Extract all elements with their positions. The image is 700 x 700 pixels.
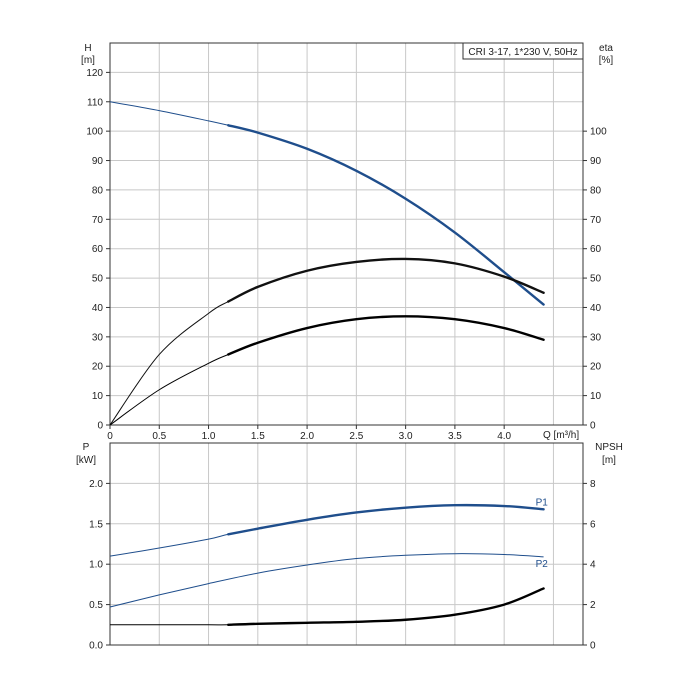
head-right-tick-label: 40 [590, 303, 602, 314]
power-left-tick-label: 0.0 [89, 641, 103, 652]
head-left-tick-label: 0 [97, 421, 103, 432]
head-right-tick-label: 10 [590, 391, 602, 402]
npsh-axis-unit: [m] [602, 455, 616, 466]
head-left-tick-label: 70 [92, 215, 104, 226]
head-series-2-curve [109, 315, 544, 426]
flow-tick-label: 0 [107, 431, 113, 442]
flow-tick-label: 2.5 [349, 431, 363, 442]
power-right-tick-label: 4 [590, 560, 596, 571]
eta-axis-unit: [%] [599, 55, 614, 66]
power-right-tick-label: 6 [590, 519, 596, 530]
power-series: P1 P2 [109, 497, 549, 626]
power-left-tick-label: 2.0 [89, 479, 103, 490]
head-left-tick-label: 80 [92, 185, 104, 196]
head-left-tick-label: 20 [92, 362, 104, 373]
power-series-0-curve [109, 504, 544, 557]
head-series-0-curve [109, 101, 544, 305]
power-plot-frame [109, 442, 584, 646]
head-right-tick-label: 100 [590, 127, 607, 138]
head-right-tick-label: 80 [590, 185, 602, 196]
head-left-tick-label: 110 [87, 97, 103, 108]
flow-tick-label: 1.0 [202, 431, 216, 442]
head-series-0-duty-range [227, 124, 545, 306]
flow-tick-label: 4.0 [497, 431, 511, 442]
eta-axis-label: eta [599, 43, 613, 54]
head-right-tick-label: 50 [590, 274, 602, 285]
power-npsh-panel: 0.0 0.5 1.0 1.5 2.0 0 2 4 6 8 P1 P2 P [kW] NPSH [m… [76, 442, 623, 652]
power-right-tick-label: 8 [590, 479, 596, 490]
power-left-tick-label: 1.0 [89, 560, 103, 571]
head-left-tick-label: 50 [92, 274, 104, 285]
power-right-tick-label: 2 [590, 600, 596, 611]
head-plot-frame [109, 42, 584, 426]
head-right-tick-label: 30 [590, 332, 602, 343]
flow-tick-label: 3.0 [399, 431, 413, 442]
npsh-axis-label: NPSH [595, 442, 623, 453]
chart-title: CRI 3-17, 1*230 V, 50Hz [468, 47, 577, 58]
flow-tick-label: 3.5 [448, 431, 462, 442]
flow-tick-label: 0.5 [152, 431, 166, 442]
flow-axis-label: Q [m³/h] [543, 430, 579, 441]
power-series-0-duty-range [227, 503, 545, 536]
head-left-tick-label: 30 [92, 332, 104, 343]
head-right-tick-label: 0 [590, 421, 596, 432]
head-right-tick-label: 70 [590, 215, 602, 226]
head-left-tick-label: 120 [86, 68, 103, 79]
head-left-tick-label: 100 [86, 127, 103, 138]
head-series [109, 101, 545, 426]
head-series-1-curve [109, 258, 544, 426]
head-ticks: 0 10 20 30 40 50 60 70 80 90 100 110 120 0 10 20 30 40 50 6… [86, 68, 607, 442]
power-series-2-curve [110, 587, 544, 626]
flow-tick-label: 2.0 [300, 431, 314, 442]
head-grid [110, 42, 583, 425]
head-right-tick-label: 60 [590, 244, 602, 255]
power-series-label-p2: P2 [536, 559, 549, 570]
head-left-tick-label: 10 [92, 391, 104, 402]
power-series-label-p1: P1 [536, 497, 549, 508]
head-efficiency-panel: 0 10 20 30 40 50 60 70 80 90 100 110 120 0 10 20 30 40 50 6… [81, 42, 614, 442]
flow-tick-label: 1.5 [251, 431, 265, 442]
power-axis-unit: [kW] [76, 455, 96, 466]
head-series-1-duty-range [227, 257, 545, 303]
power-left-tick-label: 0.5 [89, 600, 103, 611]
head-series-2-duty-range [227, 315, 545, 356]
power-ticks: 0.0 0.5 1.0 1.5 2.0 0 2 4 6 8 [89, 479, 596, 652]
power-left-tick-label: 1.5 [89, 519, 103, 530]
head-axis-label: H [84, 43, 91, 54]
power-series-2-duty-range [227, 587, 545, 626]
head-axis-unit: [m] [81, 55, 95, 66]
head-right-tick-label: 90 [590, 156, 602, 167]
head-left-tick-label: 90 [92, 156, 104, 167]
head-right-tick-label: 20 [590, 362, 602, 373]
power-series-1-curve [109, 553, 544, 608]
power-right-tick-label: 0 [590, 641, 596, 652]
chart-title-box [462, 42, 584, 60]
power-axis-label: P [83, 442, 90, 453]
head-left-tick-label: 40 [92, 303, 104, 314]
head-left-tick-label: 60 [92, 244, 104, 255]
